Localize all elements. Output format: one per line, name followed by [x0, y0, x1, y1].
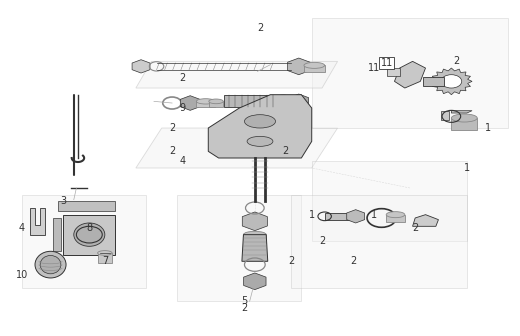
Polygon shape [395, 61, 425, 88]
Polygon shape [22, 195, 146, 288]
Ellipse shape [386, 212, 405, 218]
Polygon shape [132, 60, 150, 73]
Text: 2: 2 [288, 256, 294, 266]
Text: 2: 2 [319, 236, 325, 246]
Bar [53, 218, 61, 251]
Text: 8: 8 [86, 223, 93, 233]
Polygon shape [412, 215, 438, 226]
Polygon shape [177, 195, 302, 301]
Polygon shape [58, 201, 115, 211]
Text: 2: 2 [283, 146, 289, 156]
Ellipse shape [451, 114, 477, 122]
Bar [98, 253, 112, 263]
Bar [243, 235, 266, 243]
Ellipse shape [304, 62, 324, 68]
Bar [451, 118, 477, 130]
Polygon shape [288, 58, 310, 75]
Text: 2: 2 [453, 56, 460, 67]
Ellipse shape [197, 99, 215, 104]
Polygon shape [30, 208, 45, 235]
Polygon shape [242, 212, 267, 230]
Text: 2: 2 [169, 146, 175, 156]
Polygon shape [451, 111, 472, 113]
Bar [224, 95, 276, 108]
Bar [304, 66, 324, 72]
Text: 1: 1 [485, 123, 491, 133]
Polygon shape [431, 68, 472, 95]
Bar [387, 68, 400, 76]
Text: 7: 7 [102, 256, 108, 266]
Ellipse shape [35, 251, 66, 278]
Text: 3: 3 [60, 196, 67, 206]
Polygon shape [209, 95, 311, 158]
Bar [63, 215, 115, 255]
Ellipse shape [243, 231, 266, 238]
Polygon shape [180, 96, 200, 110]
Text: 9: 9 [179, 103, 186, 113]
Polygon shape [136, 128, 337, 168]
Text: 10: 10 [16, 269, 28, 280]
Text: 2: 2 [257, 23, 263, 33]
Polygon shape [311, 18, 508, 128]
Ellipse shape [98, 251, 112, 255]
Polygon shape [291, 195, 467, 288]
Ellipse shape [209, 99, 223, 104]
Ellipse shape [244, 115, 276, 128]
Polygon shape [136, 61, 337, 88]
Text: 2: 2 [241, 303, 248, 313]
Text: 2: 2 [412, 223, 418, 233]
Text: 11: 11 [368, 63, 380, 73]
Ellipse shape [247, 136, 273, 146]
Bar [441, 111, 449, 120]
Bar [423, 77, 444, 86]
Text: 2: 2 [169, 123, 175, 133]
Polygon shape [289, 94, 309, 109]
Text: 2: 2 [179, 73, 186, 83]
Text: 1: 1 [309, 210, 315, 220]
Ellipse shape [74, 223, 105, 246]
Text: 1: 1 [371, 210, 377, 220]
Ellipse shape [40, 255, 61, 274]
Polygon shape [242, 235, 268, 261]
Circle shape [441, 75, 462, 88]
Polygon shape [311, 161, 467, 241]
Text: 5: 5 [241, 296, 248, 306]
Bar [324, 213, 353, 220]
Text: 4: 4 [179, 156, 186, 166]
Polygon shape [244, 273, 266, 290]
Bar [197, 101, 215, 108]
Bar [386, 215, 405, 222]
Text: 1: 1 [464, 163, 470, 173]
Text: 11: 11 [381, 58, 393, 68]
Text: 2: 2 [350, 256, 356, 266]
Text: 4: 4 [19, 223, 25, 233]
Polygon shape [347, 210, 365, 223]
Bar [209, 101, 223, 108]
